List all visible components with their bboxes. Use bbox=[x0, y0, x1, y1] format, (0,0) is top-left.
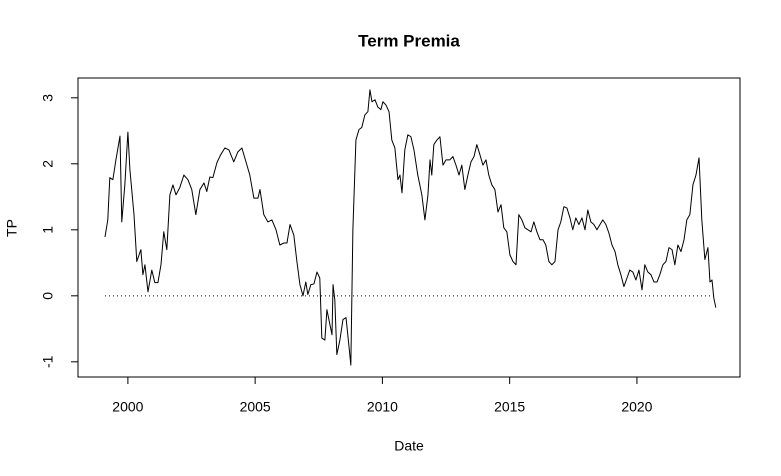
x-tick-label: 2010 bbox=[367, 399, 398, 415]
y-axis-label: TP bbox=[4, 219, 20, 237]
y-tick-label: 0 bbox=[40, 292, 56, 300]
y-tick-label: -1 bbox=[40, 355, 56, 368]
x-tick-label: 2000 bbox=[112, 399, 143, 415]
plot-frame bbox=[77, 77, 741, 378]
y-tick-label: 3 bbox=[40, 94, 56, 102]
chart-title: Term Premia bbox=[358, 31, 460, 50]
x-tick-label: 2020 bbox=[621, 399, 652, 415]
y-tick-label: 2 bbox=[40, 160, 56, 168]
data-line bbox=[104, 89, 717, 366]
x-tick-label: 2015 bbox=[494, 399, 525, 415]
x-tick-label: 2005 bbox=[240, 399, 271, 415]
y-tick-label: 1 bbox=[40, 226, 56, 234]
x-axis-label: Date bbox=[394, 438, 424, 454]
